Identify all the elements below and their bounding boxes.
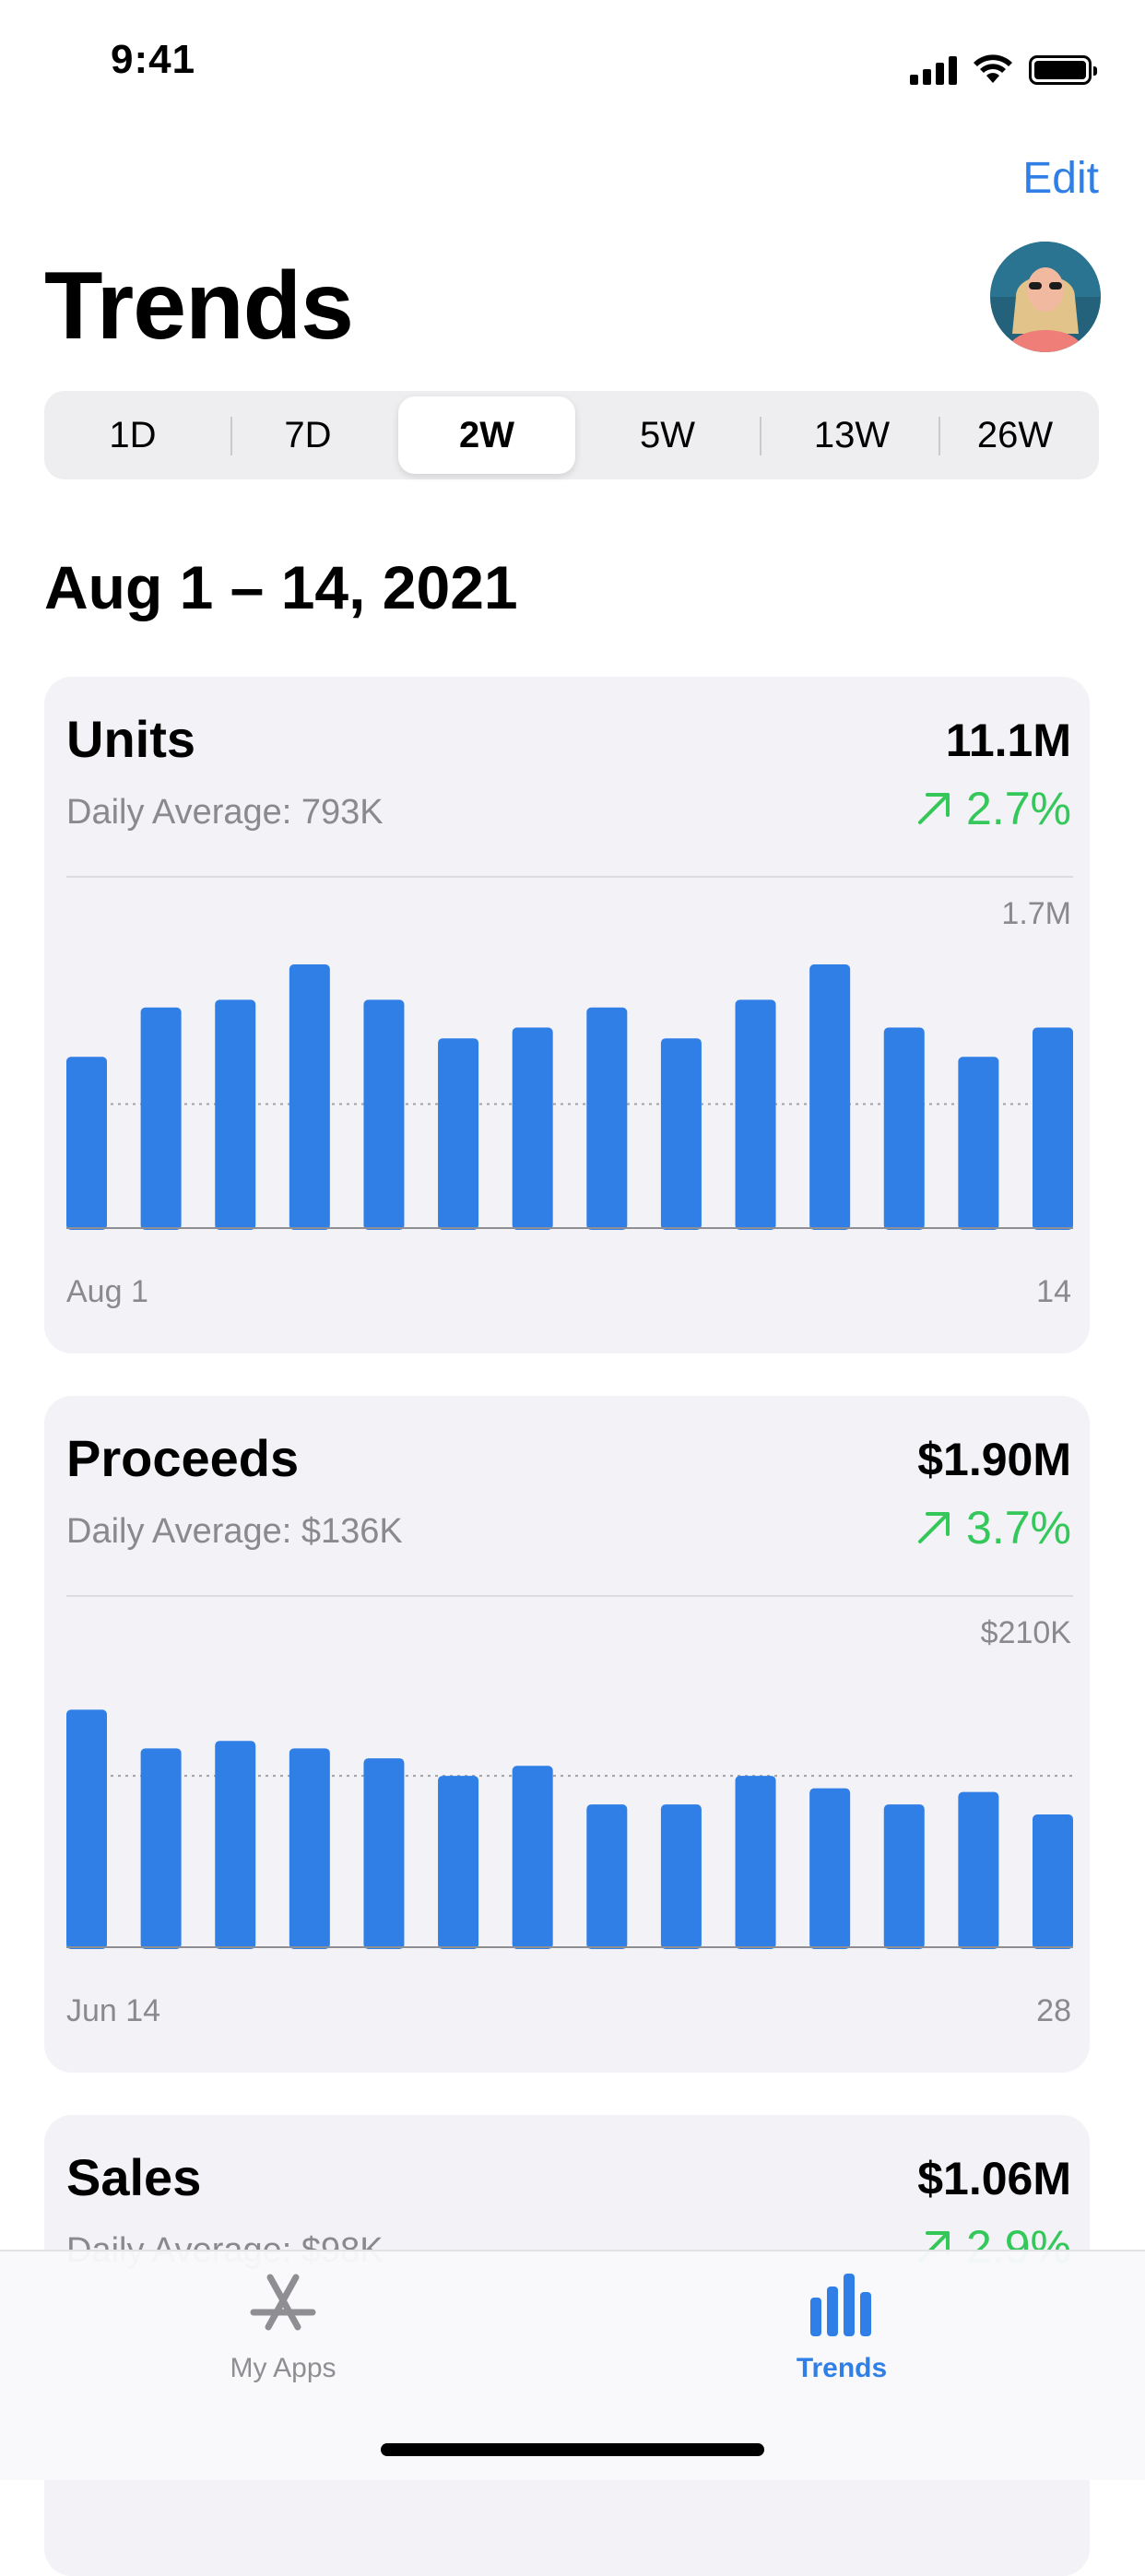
units-bar[interactable] [1033, 1027, 1073, 1230]
segment-13w[interactable]: 13W [813, 414, 891, 455]
units-bar[interactable] [512, 1027, 553, 1230]
units-daily-average: Daily Average: 793K [66, 793, 384, 832]
units-bar[interactable] [140, 1007, 182, 1230]
units-bar[interactable] [660, 1038, 702, 1230]
chart-top-rule [66, 1595, 1073, 1597]
proceeds-max-label: $210K [980, 1615, 1071, 1650]
proceeds-card[interactable]: Proceeds $1.90M Daily Average: $136K 3.7… [44, 1396, 1090, 2073]
segment-divider [760, 417, 761, 455]
tab-my-apps[interactable]: My Apps [136, 2272, 431, 2401]
units-bar[interactable] [438, 1038, 479, 1230]
sales-title: Sales [66, 2148, 202, 2206]
proceeds-bar[interactable] [438, 1776, 479, 1949]
units-bar[interactable] [809, 964, 851, 1230]
sales-total: $1.06M [917, 2153, 1071, 2204]
units-bar-chart [66, 964, 1073, 1230]
bar-chart-icon [810, 2274, 871, 2336]
units-bar[interactable] [289, 964, 330, 1230]
proceeds-bar[interactable] [809, 1788, 851, 1949]
units-x-end: 14 [1036, 1274, 1071, 1309]
tab-trends[interactable]: Trends [694, 2272, 989, 2401]
units-max-label: 1.7M [1001, 896, 1071, 931]
proceeds-bar[interactable] [586, 1804, 628, 1949]
app-store-icon [250, 2274, 316, 2331]
units-card[interactable]: Units 11.1M Daily Average: 793K 2.7% 1.7… [44, 677, 1090, 1353]
segment-5w[interactable]: 5W [640, 414, 695, 455]
proceeds-bar[interactable] [289, 1748, 330, 1949]
tab-trends-label: Trends [796, 2353, 888, 2383]
units-total: 11.1M [945, 715, 1071, 766]
units-title: Units [66, 710, 195, 768]
units-bar[interactable] [735, 999, 776, 1230]
segment-divider [230, 417, 232, 455]
proceeds-daily-average: Daily Average: $136K [66, 1512, 403, 1551]
wifi-icon [974, 54, 1012, 83]
proceeds-bar[interactable] [660, 1804, 702, 1949]
proceeds-x-end: 28 [1036, 1993, 1071, 2028]
units-bar[interactable] [363, 999, 405, 1230]
arrow-up-right-icon [918, 1512, 950, 1543]
proceeds-x-start: Jun 14 [66, 1993, 161, 2028]
segment-7d[interactable]: 7D [284, 414, 332, 455]
proceeds-bar[interactable] [363, 1758, 405, 1949]
time-range-segmented-control: 1D 7D 2W 5W 13W 26W [44, 391, 1099, 479]
date-range: Aug 1 – 14, 2021 [44, 553, 518, 621]
units-change: 2.7% [915, 786, 1071, 832]
segment-1d[interactable]: 1D [109, 414, 157, 455]
units-bar[interactable] [215, 999, 256, 1230]
units-x-start: Aug 1 [66, 1274, 148, 1309]
proceeds-bar[interactable] [1033, 1814, 1073, 1949]
status-icons [910, 52, 1097, 85]
proceeds-bar[interactable] [512, 1766, 553, 1949]
units-bar[interactable] [586, 1007, 628, 1230]
segment-26w[interactable]: 26W [976, 414, 1054, 455]
proceeds-title: Proceeds [66, 1429, 300, 1487]
avatar-image [990, 242, 1101, 352]
proceeds-bar-chart [66, 1709, 1073, 1949]
chart-top-rule [66, 876, 1073, 878]
edit-button[interactable]: Edit [1022, 154, 1099, 203]
segment-2w[interactable]: 2W [398, 396, 575, 474]
units-bar[interactable] [66, 1057, 107, 1230]
home-indicator [381, 2443, 764, 2456]
proceeds-bar[interactable] [140, 1748, 182, 1949]
tab-bar: My Apps Trends [0, 2250, 1145, 2480]
proceeds-bar[interactable] [66, 1709, 107, 1949]
segment-divider [938, 417, 940, 455]
tab-my-apps-label: My Apps [230, 2353, 336, 2383]
proceeds-bar[interactable] [883, 1804, 925, 1949]
proceeds-bar[interactable] [215, 1741, 256, 1949]
cellular-signal-icon [910, 55, 957, 85]
page-title: Trends [44, 253, 354, 360]
proceeds-total: $1.90M [917, 1434, 1071, 1485]
status-time: 9:41 [111, 37, 196, 82]
arrow-up-right-icon [918, 793, 950, 824]
units-change-value: 2.7% [966, 783, 1071, 834]
status-bar: 9:41 [0, 0, 1145, 120]
battery-icon [1029, 55, 1097, 85]
proceeds-bar[interactable] [958, 1791, 999, 1949]
units-bar[interactable] [958, 1057, 999, 1230]
avatar[interactable] [990, 242, 1101, 352]
proceeds-change-value: 3.7% [966, 1502, 1071, 1554]
proceeds-change: 3.7% [915, 1505, 1071, 1551]
proceeds-bar[interactable] [735, 1776, 776, 1949]
units-bar[interactable] [883, 1027, 925, 1230]
